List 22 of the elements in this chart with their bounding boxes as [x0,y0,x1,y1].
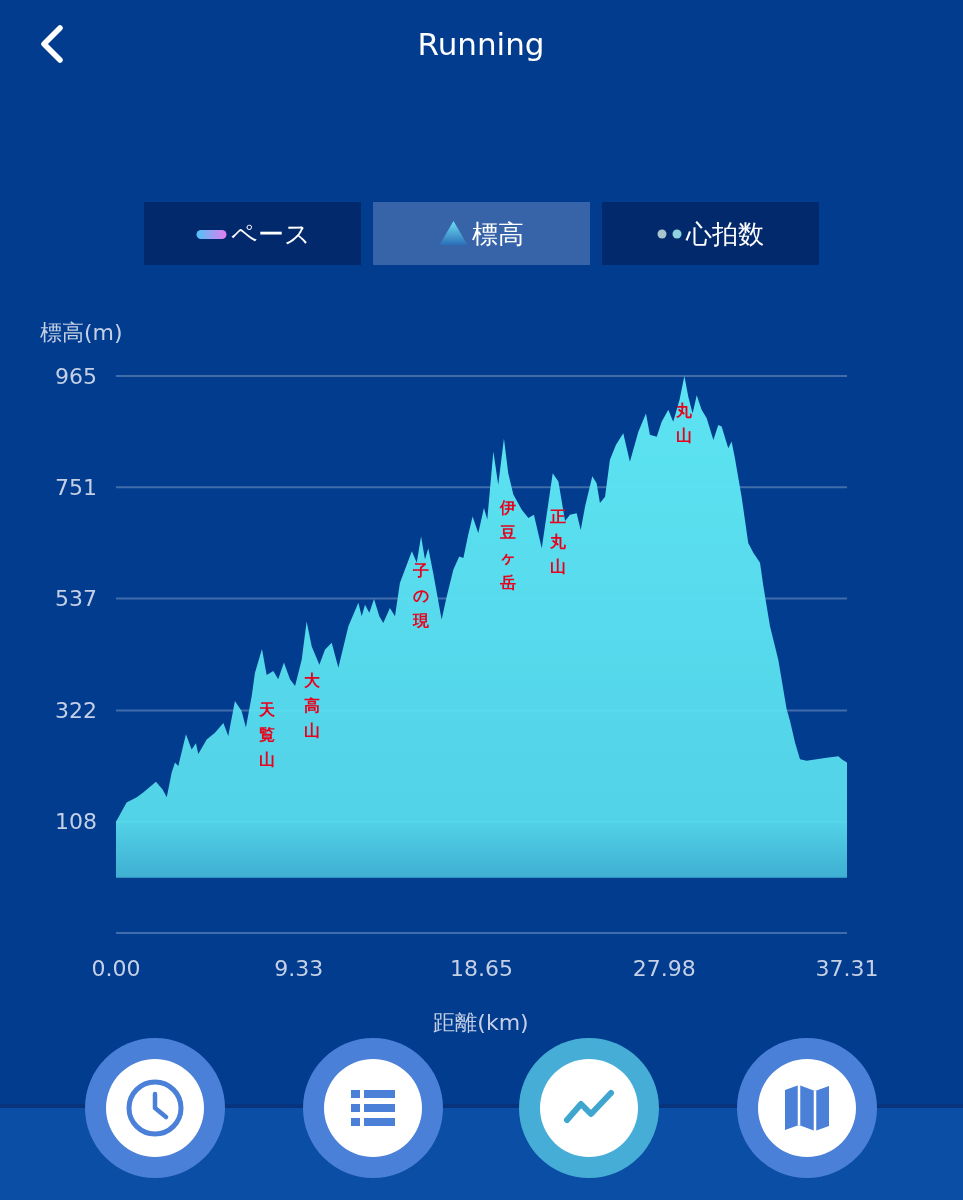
x-axis-title: 距離(km) [433,1010,529,1035]
x-tick-label: 37.31 [815,956,879,981]
annotation: 大高山 [303,671,321,741]
y-tick-label: 965 [55,363,97,389]
annotation: 正丸山 [549,506,567,576]
y-tick-label: 108 [55,809,97,835]
y-tick-label: 537 [55,586,97,612]
annotation: 天覧山 [257,700,276,770]
x-tick-label: 27.98 [632,956,696,981]
text: 心拍数 [685,219,764,249]
text: 標高 [471,219,524,249]
y-axis-title: 標高(m) [40,320,123,345]
y-tick-label: 751 [55,475,97,500]
y-tick-label: 322 [55,698,97,724]
annotation: 子の現 [412,561,431,631]
annotation: 伊豆ヶ岳 [499,498,517,593]
annotation: 丸山 [675,401,693,445]
chart-title: Running [417,26,545,62]
x-tick-label: 18.65 [449,956,513,981]
x-tick-label: 9.33 [274,956,324,981]
text: ペース [230,219,311,249]
x-tick-label: 0.00 [91,956,141,981]
